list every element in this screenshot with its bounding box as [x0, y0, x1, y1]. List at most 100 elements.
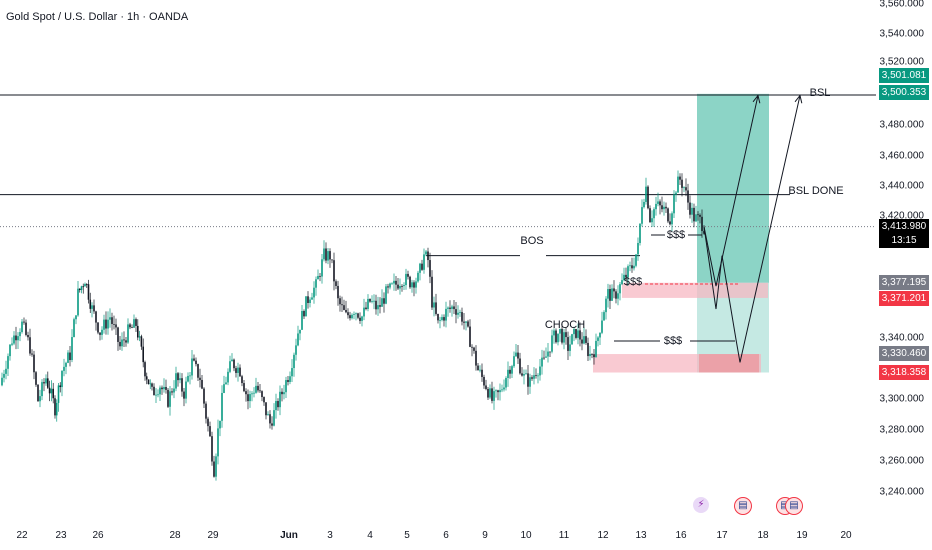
candle-bear [331, 259, 333, 261]
price-tick: 3,560.000 [879, 0, 925, 10]
current-price-tag: 3,413.980 [879, 219, 929, 234]
candle-bull [499, 390, 501, 393]
price-tick: 3,260.000 [879, 455, 925, 467]
candle-bull [1, 377, 3, 386]
candle-bear [481, 369, 483, 377]
candle-bear [181, 378, 183, 392]
candle-bear [685, 187, 687, 191]
candle-bear [211, 436, 213, 462]
projection-arrowhead-alt [752, 94, 761, 104]
candle-bear [243, 383, 245, 392]
candle-bear [689, 202, 691, 215]
stop-upper-price-tag: 3,371.201 [879, 291, 929, 306]
candle-bear [649, 208, 651, 223]
bsl-done-label[interactable]: BSL DONE [788, 185, 844, 197]
bos-label[interactable]: BOS [520, 235, 544, 247]
candle-bull [71, 337, 73, 361]
candle-bull [639, 223, 641, 243]
candle-bull [493, 391, 495, 401]
candle-bull [11, 343, 13, 345]
candle-bear [135, 319, 137, 326]
candle-bull [327, 251, 329, 261]
candle-bear [35, 372, 37, 385]
bsl-top-price-tag: 3,501.081 [879, 68, 929, 83]
time-tick: 26 [92, 530, 104, 541]
candle-bear [165, 386, 167, 390]
candle-bull [9, 344, 11, 357]
candle-bear [209, 426, 211, 437]
candle-bull [551, 335, 553, 352]
time-tick: 10 [520, 530, 532, 541]
time-tick: 20 [840, 530, 852, 541]
candle-bull [149, 383, 152, 385]
candle-bull [511, 366, 513, 374]
candle-bull [417, 272, 419, 282]
candle-bull [289, 376, 291, 382]
candle-bear [129, 324, 131, 328]
candle-bear [333, 260, 335, 282]
candle-bull [605, 298, 607, 313]
candle-bear [247, 394, 249, 402]
candle-bear [665, 206, 667, 209]
choch-label[interactable]: CHOCH [544, 319, 586, 331]
bsl-label[interactable]: BSL [809, 87, 831, 99]
candle-bear [145, 376, 148, 380]
candle-bear [463, 321, 465, 323]
candle-bull [607, 289, 609, 299]
candle-bull [227, 371, 229, 383]
candle-bull [249, 394, 251, 402]
candle-bear [329, 251, 331, 260]
candle-bull [237, 367, 239, 373]
candle-bear [609, 289, 611, 301]
candle-bull [133, 319, 135, 328]
us-flag-icon[interactable]: ▤ [734, 497, 752, 515]
candle-bear [449, 307, 451, 309]
candle-bear [125, 340, 127, 343]
candle-bear [383, 298, 385, 304]
candle-bull [315, 279, 317, 288]
candle-bull [381, 298, 383, 307]
liquidity-lower-label[interactable]: $$$ [663, 335, 683, 347]
lightning-icon[interactable]: ⚡ [693, 497, 709, 513]
candle-bear [469, 326, 471, 347]
candle-bear [349, 315, 351, 319]
candle-bull [159, 387, 161, 395]
candle-bull [80, 286, 83, 291]
liquidity-mid-label[interactable]: $$$ [623, 276, 643, 288]
candle-bull [63, 366, 65, 371]
candle-bull [291, 368, 293, 377]
candle-bear [429, 260, 431, 277]
candle-bear [659, 201, 661, 206]
candle-bull [503, 387, 505, 390]
candle-bear [625, 274, 627, 278]
candle-bear [379, 305, 381, 307]
candle-bull [643, 201, 645, 208]
candles [1, 170, 705, 481]
candle-bear [593, 354, 595, 358]
candle-bull [637, 242, 639, 255]
candle-bear [699, 214, 701, 217]
liquidity-upper-label[interactable]: $$$ [666, 229, 686, 241]
candle-bear [421, 263, 423, 270]
candle-bull [367, 298, 369, 309]
candle-bull [655, 203, 657, 210]
candle-bear [203, 388, 205, 404]
candle-bear [491, 388, 493, 401]
us-flag-icon[interactable]: ▤ [785, 497, 803, 515]
candle-bear [615, 291, 617, 299]
candle-bull [623, 274, 625, 281]
candle-bull [399, 285, 401, 289]
candle-bear [82, 286, 85, 288]
candle-bull [405, 273, 407, 286]
candle-bear [555, 330, 557, 343]
candle-bull [393, 280, 395, 284]
candle-bull [223, 384, 225, 393]
candle-bear [23, 321, 25, 323]
candle-bear [265, 402, 267, 416]
candle-bull [189, 375, 191, 377]
candle-bear [579, 330, 581, 340]
candle-bear [487, 388, 489, 398]
candle-bull [275, 401, 277, 411]
time-tick: 28 [169, 530, 181, 541]
